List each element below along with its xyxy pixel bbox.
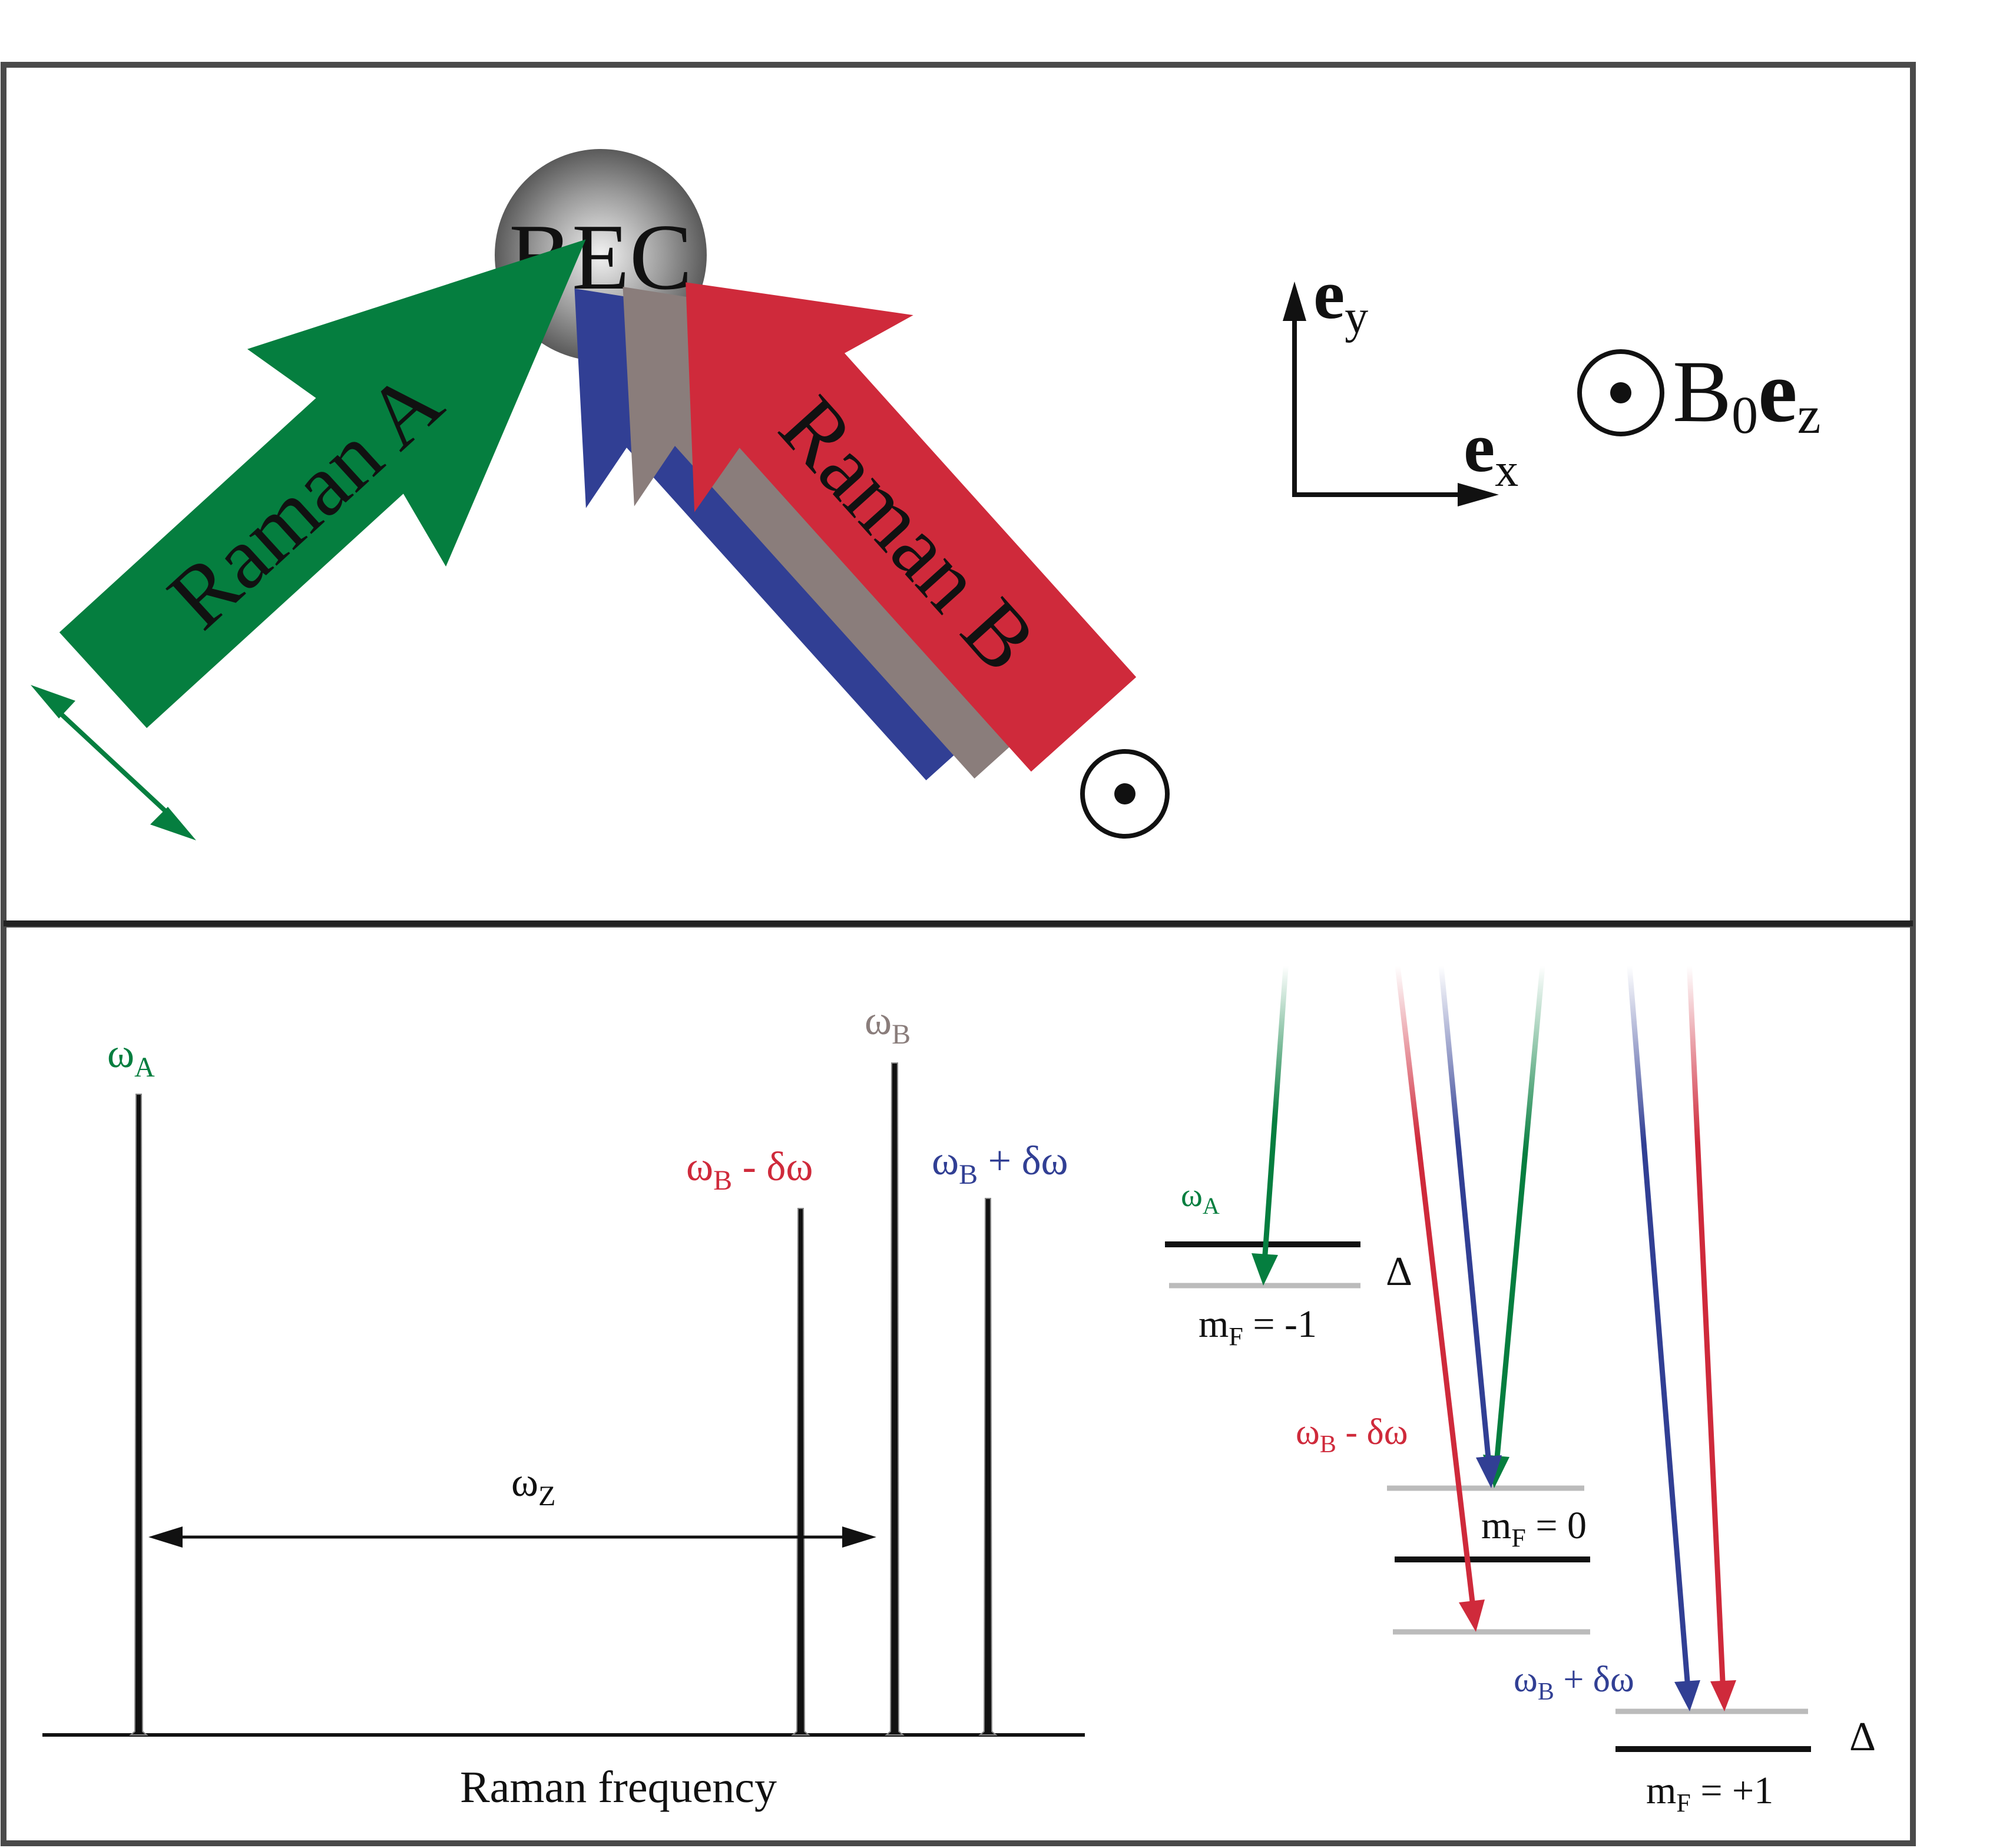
- transition-blue-2: [1626, 959, 1700, 1711]
- levels-omega-b-minus-label: ωB - δω: [1296, 1412, 1408, 1458]
- spectrum-peaks: [129, 1062, 998, 1736]
- levels-omega-b-plus-label: ωB + δω: [1514, 1660, 1634, 1705]
- zeeman-span-arrow: [148, 1526, 876, 1548]
- coordinate-axes: [1283, 281, 1499, 506]
- transition-green-2: [1483, 959, 1546, 1488]
- delta-top-label: Δ: [1386, 1249, 1412, 1294]
- magnetic-field-label: B0ez: [1673, 343, 1821, 445]
- peak-omega-b: [885, 1062, 905, 1736]
- transition-green-1: [1252, 959, 1289, 1286]
- raman-a-polarization-arrow: [31, 685, 196, 840]
- axis-x-label: ex: [1464, 408, 1518, 496]
- peak-omega-a: [129, 1094, 148, 1736]
- peak-omega-b-minus: [791, 1208, 810, 1736]
- axis-y-label: ey: [1313, 255, 1368, 343]
- transition-blue-1: [1438, 959, 1502, 1488]
- peak-omega-b-minus-label: ωB - δω: [686, 1144, 813, 1196]
- bottom-panel-frame: [1, 920, 1916, 1846]
- level-mf-plus1-label: mF = +1: [1646, 1769, 1773, 1817]
- peak-omega-b-label: ωB: [865, 998, 911, 1050]
- transition-red-2: [1686, 959, 1736, 1711]
- delta-bottom-label: Δ: [1849, 1714, 1876, 1760]
- spectrum-xlabel: Raman frequency: [460, 1763, 777, 1812]
- level-mf0-label: mF = 0: [1481, 1504, 1587, 1552]
- raman-b-polarization-dot-icon: [1080, 749, 1170, 839]
- peak-omega-b-plus: [978, 1198, 998, 1736]
- levels-omega-a-label: ωA: [1181, 1177, 1220, 1219]
- peak-omega-a-label: ωA: [107, 1031, 155, 1083]
- peak-omega-b-plus-label: ωB + δω: [932, 1138, 1068, 1190]
- level-mf-minus1-label: mF = -1: [1199, 1303, 1317, 1351]
- magnetic-field-dot-icon: [1577, 349, 1664, 436]
- transition-red-1: [1395, 965, 1485, 1632]
- zeeman-span-label: ωZ: [511, 1460, 555, 1512]
